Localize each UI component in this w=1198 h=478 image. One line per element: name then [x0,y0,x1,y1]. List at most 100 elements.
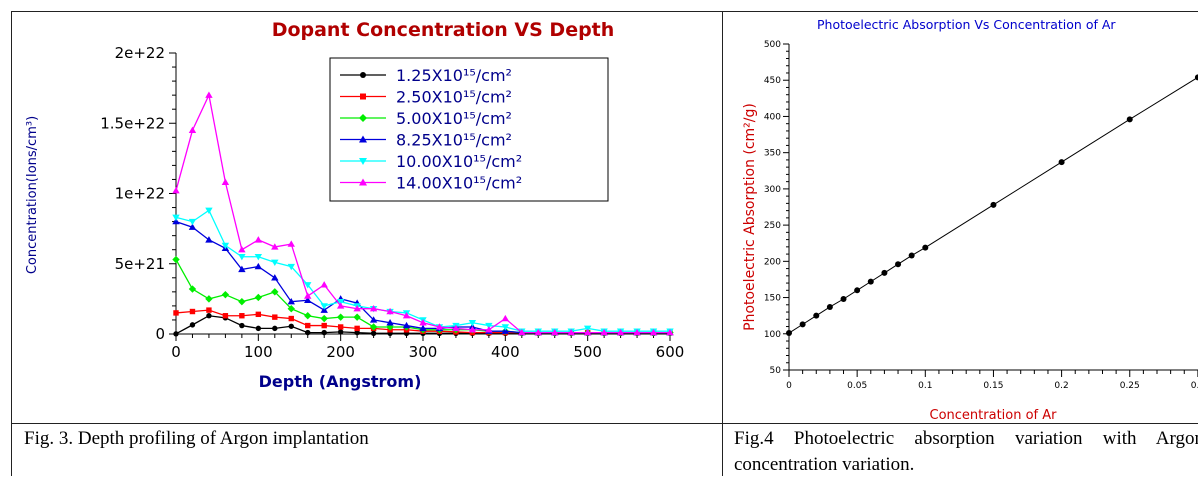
fig3-data-point [172,255,180,264]
fig4-y-tick-label: 100 [764,330,781,340]
fig4-caption: Fig.4 Photoelectric absorption variation… [734,428,1198,475]
fig3-legend: 1.25X10¹⁵/cm² 2.50X10¹⁵/cm² 5.00X10¹⁵/cm² 8… [329,57,609,202]
fig3-y-tick-label: 2e+22 [115,44,165,62]
fig3-data-point [188,126,197,133]
fig3-x-tick-label: 100 [244,343,273,361]
fig4-y-tick-label: 150 [764,294,781,304]
fig3-data-point [353,305,361,312]
fig3-data-point [287,305,295,313]
fig3-data-point [221,242,230,250]
fig3-legend-marker [359,158,367,165]
fig4-x-tick-label: 0.05 [847,381,867,391]
fig3-x-tick-label: 200 [326,343,355,361]
fig4-x-tick-label: 0.1 [918,381,932,391]
fig3-data-point [305,329,311,336]
fig3-data-point [287,263,295,271]
fig3-data-point [271,288,279,296]
fig3-data-point [501,324,510,331]
fig4-data-point [1058,159,1065,166]
fig3-ylabel: Concentration(Ions/cm³) [25,116,40,274]
fig3-data-point [336,298,345,306]
fig4-y-tick-label: 450 [764,76,781,86]
fig3-data-point [518,328,526,336]
fig4-title: Photoelectric Absorption Vs Concentratio… [817,17,1116,32]
fig3-data-point [188,285,197,293]
fig4-data-point [867,278,874,285]
fig3-data-point [205,207,213,215]
fig3-x-tick-label: 500 [573,343,602,361]
fig3-data-point [205,91,213,98]
fig3-data-point [337,329,344,335]
fig3-series-line [175,209,670,332]
fig3-data-point [238,265,246,273]
fig3-data-point [239,313,245,319]
fig3-title: Dopant Concentration VS Depth [272,19,615,41]
fig3-data-point [173,310,179,316]
fig4-data-point [1126,116,1133,123]
fig3-legend-label: 10.00X10¹⁵/cm² [396,152,522,171]
fig3-data-point [369,323,378,331]
fig3-data-point [501,314,510,322]
fig3-data-point [320,281,328,288]
fig3-data-point [254,293,263,302]
fig4-x-tick-label: 0 [786,381,792,391]
fig3-data-point [238,246,246,253]
fig4-x-tick-label: 0.3 [1191,381,1198,391]
fig3-data-point [666,328,674,336]
fig3-data-point [320,306,328,313]
fig3-data-point [288,323,294,329]
fig4-x-tick-label: 0.2 [1054,381,1068,391]
fig3-data-point [271,243,279,250]
fig3-data-point [419,324,427,332]
fig3-data-point [271,274,279,281]
fig3-data-point [534,328,542,336]
fig3-data-point [238,254,246,261]
column-divider [722,11,723,476]
fig3-data-point [188,223,197,230]
fig3-legend-label: 8.25X10¹⁵/cm² [396,131,512,150]
fig3-data-point [567,328,575,336]
fig3-data-point [402,321,411,329]
fig3-data-point [255,311,262,318]
fig3-data-point [616,328,625,336]
fig3-data-point [254,236,263,243]
fig4-data-point [840,296,847,303]
fig4-data-point [881,269,888,276]
fig3-data-point [353,313,361,321]
fig3-legend-marker [359,114,367,122]
fig4-y-tick-label: 300 [764,185,781,195]
fig3-cell: Dopant Concentration VS Depth Depth (Ang… [12,12,722,423]
fig4-data-point [786,330,792,337]
fig4-data-point [895,261,902,268]
fig3-data-point [369,305,378,312]
fig3-data-point [468,320,477,327]
fig3-data-point [288,315,294,322]
fig3-data-point [402,312,411,319]
fig4-data-point [826,303,833,310]
fig3-data-point [551,328,559,336]
fig3-y-tick-label: 1.5e+22 [100,114,165,132]
fig3-data-point [188,218,197,226]
fig3-chart: Dopant Concentration VS Depth Depth (Ang… [25,19,685,391]
fig3-data-point [304,282,312,289]
fig3-data-point [435,323,444,330]
fig3-data-point [254,254,263,261]
fig4-data-point [1194,74,1198,81]
fig3-legend-marker [359,135,367,143]
fig3-data-point [321,329,327,336]
fig3-data-point [189,308,196,315]
fig3-data-point [272,325,278,332]
fig3-x-tick-label: 600 [656,343,685,361]
fig3-data-point [239,322,245,329]
fig3-data-point [205,295,213,303]
fig3-data-point [452,324,460,332]
fig3-data-point [419,319,427,326]
fig3-data-point [221,290,230,299]
fig3-legend-marker [360,72,366,78]
fig4-data-point [813,312,820,319]
fig3-data-point [222,313,229,319]
fig3-data-point [206,313,212,319]
fig3-legend-marker [359,178,367,186]
fig3-data-point [369,316,378,323]
fig3-x-tick-label: 300 [409,343,438,361]
